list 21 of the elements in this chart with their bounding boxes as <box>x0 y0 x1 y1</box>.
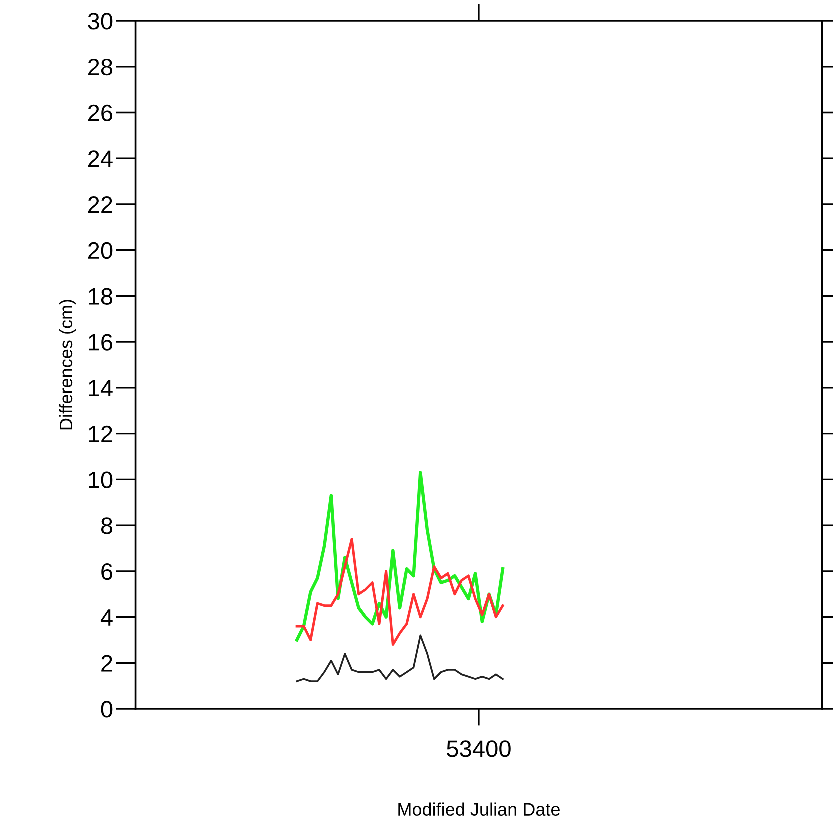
y-tick-label: 28 <box>88 58 113 76</box>
y-tick-label: 20 <box>88 242 113 260</box>
y-tick-label: 30 <box>88 13 113 30</box>
line-series <box>296 538 504 646</box>
y-tick-label: 22 <box>88 196 112 214</box>
y-axis-title: Differences (cm) <box>59 300 76 430</box>
y-tick-label: 24 <box>88 150 113 168</box>
text: 53400 <box>447 740 511 758</box>
y-tick-label: 6 <box>102 563 113 580</box>
y-tick-label: 16 <box>89 334 113 351</box>
x-axis-title: Modified Julian Date <box>398 802 560 816</box>
y-tick-label: 12 <box>89 426 112 442</box>
line-series <box>296 634 504 682</box>
y-tick-label: 10 <box>89 472 113 488</box>
y-tick-label: 14 <box>89 380 113 397</box>
y-tick-label: 4 <box>100 610 113 626</box>
y-tick-label: 26 <box>88 104 113 122</box>
y-tick-label: 0 <box>101 701 113 718</box>
y-tick-label: 8 <box>101 518 113 534</box>
y-tick-label: 18 <box>89 288 113 306</box>
y-tick-label: 2 <box>102 655 112 672</box>
